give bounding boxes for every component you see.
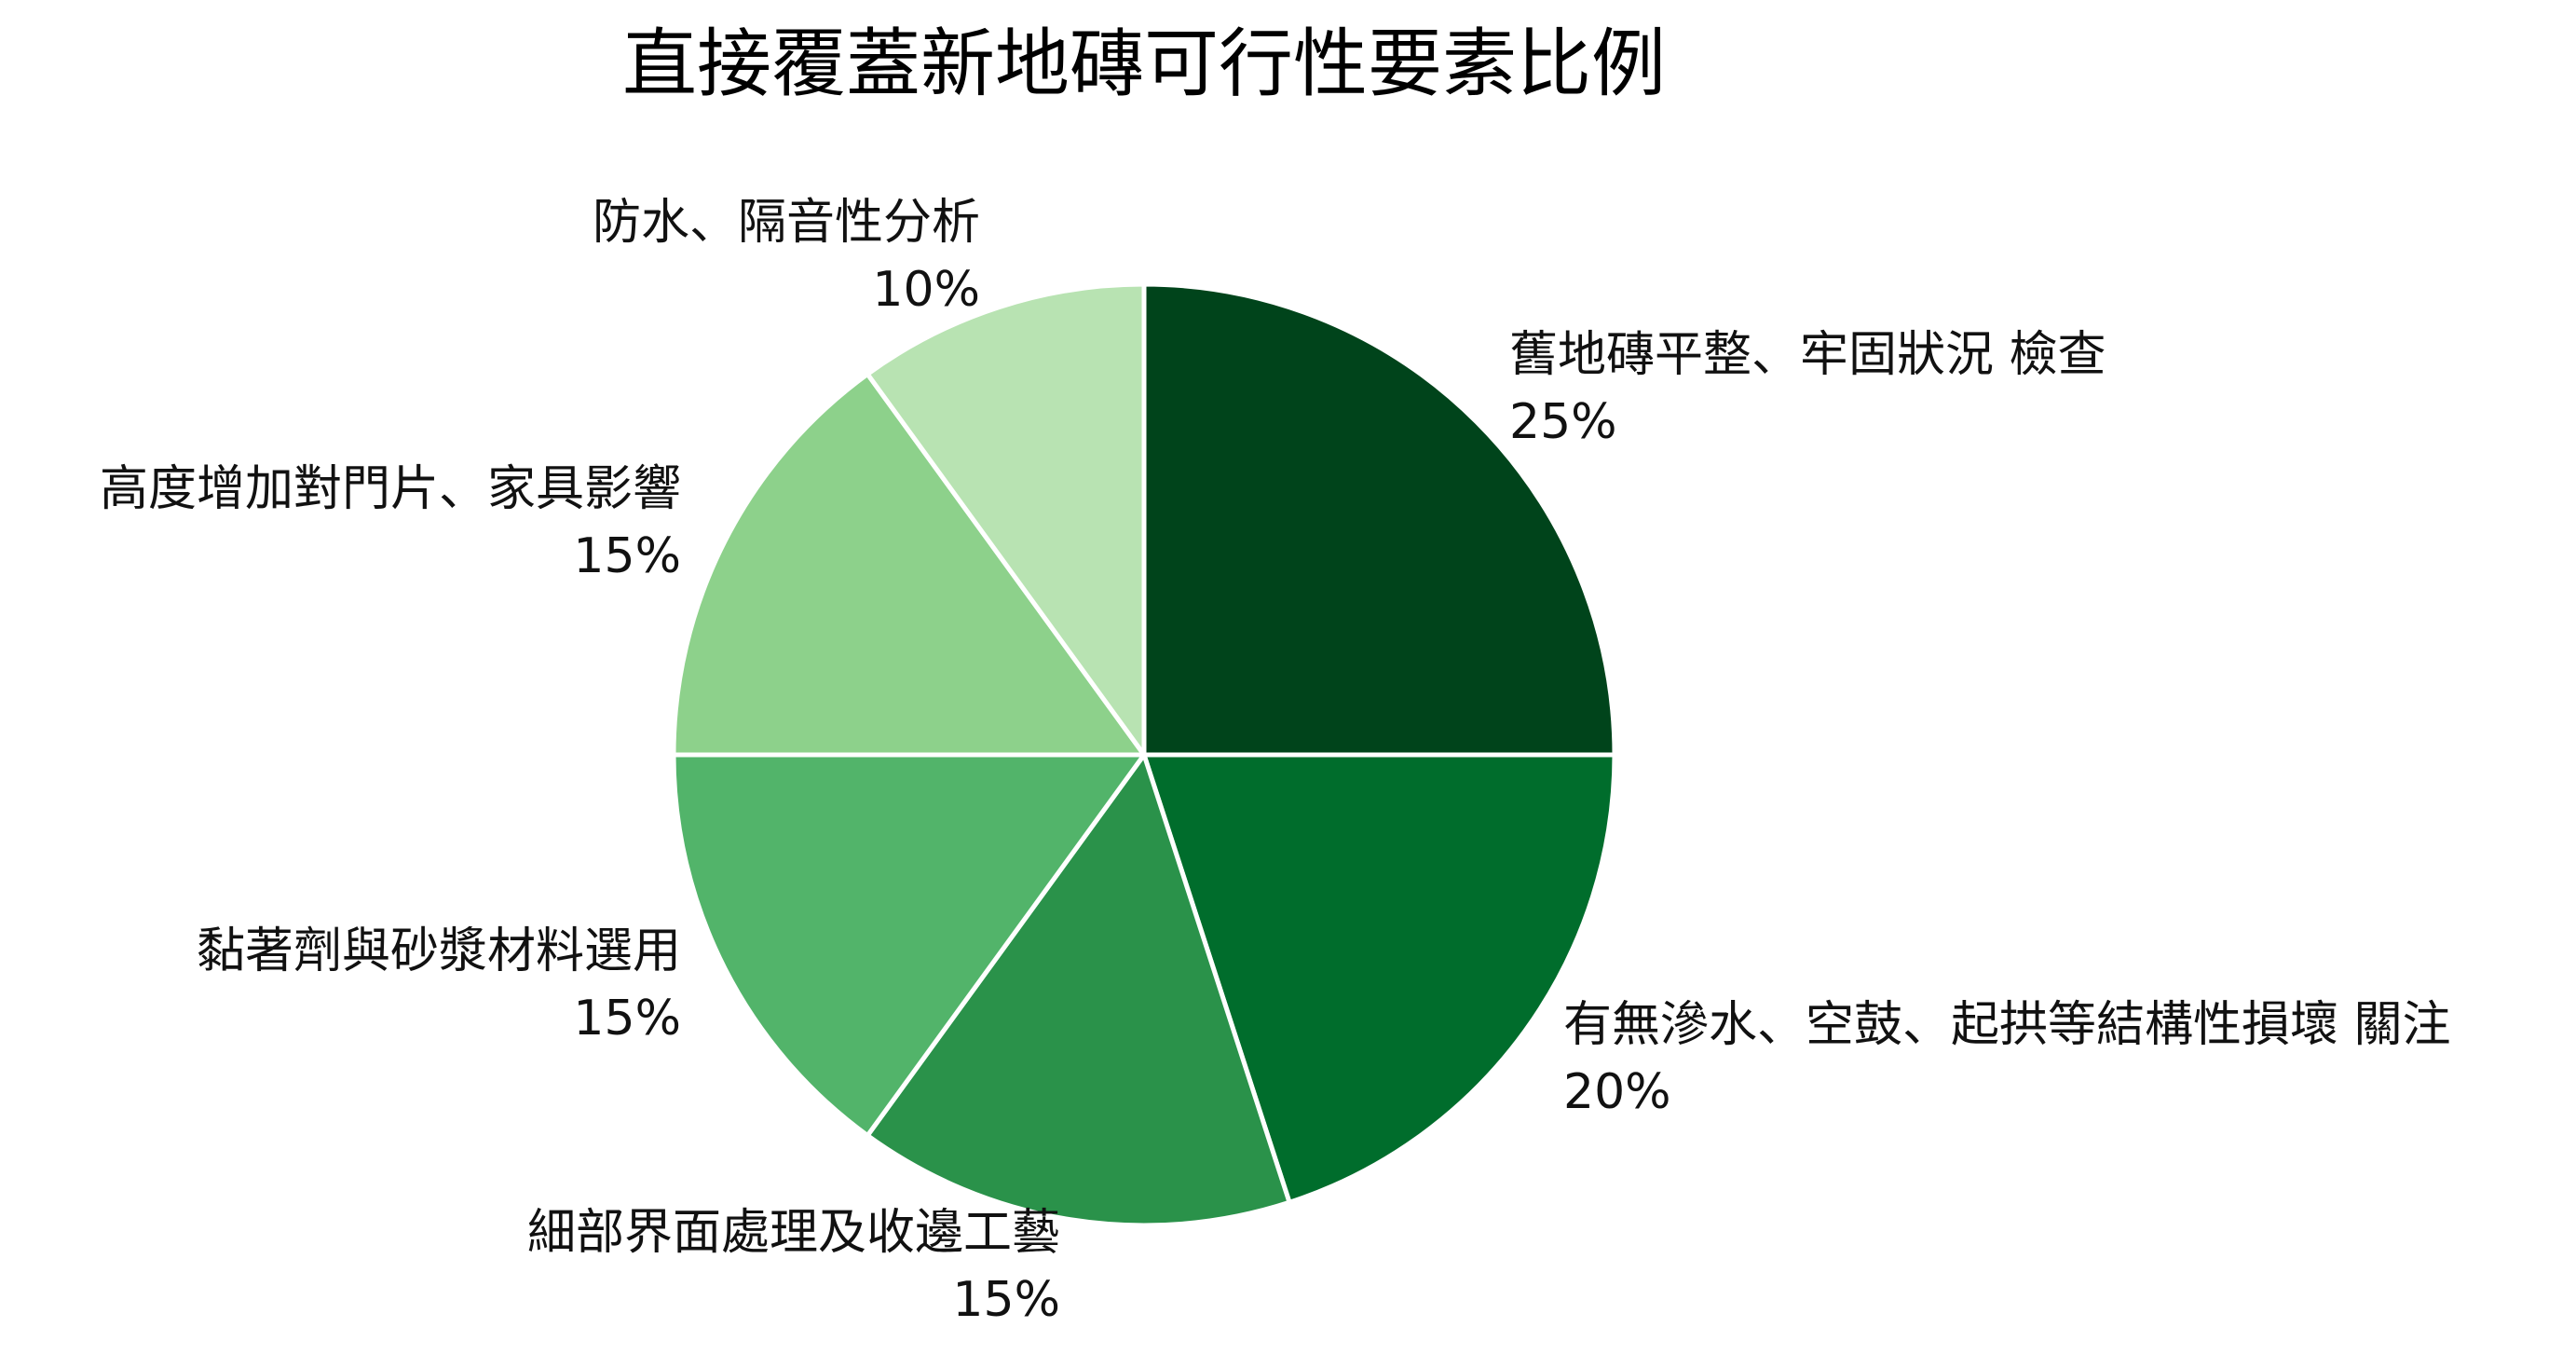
- slice-label: 防水、隔音性分析: [593, 195, 980, 251]
- slice-label: 有無滲水、空鼓、起拱等結構性損壞 關注: [1563, 997, 2451, 1053]
- chart-title: 直接覆蓋新地磚可行性要素比例: [622, 21, 1666, 107]
- slice-label: 舊地磚平整、牢固狀況 檢查: [1509, 327, 2106, 383]
- slice-percent-label: 10%: [872, 262, 980, 318]
- pie-slice: [671, 370, 1149, 758]
- pie-slice: [671, 752, 1149, 1140]
- pie-slice: [864, 281, 1147, 762]
- slice-percent-label: 20%: [1563, 1064, 1671, 1120]
- slice-label: 高度增加對門片、家具影響: [100, 461, 681, 517]
- slice-label: 黏著劑與砂漿材料選用: [197, 923, 681, 979]
- pie-labels: 舊地磚平整、牢固狀況 檢查 25% 有無滲水、空鼓、起拱等結構性損壞 關注 20% 細部…: [100, 195, 2451, 1328]
- slice-percent-label: 25%: [1509, 394, 1617, 450]
- pie-slice: [1141, 281, 1617, 758]
- slice-label: 細部界面處理及收邊工藝: [527, 1205, 1060, 1261]
- slice-percent-label: 15%: [573, 991, 681, 1047]
- pie-slice: [1140, 752, 1617, 1206]
- slice-percent-label: 15%: [573, 528, 681, 584]
- slice-percent-label: 15%: [952, 1272, 1060, 1328]
- pie-slices: [671, 281, 1617, 1228]
- pie-slice: [864, 749, 1293, 1228]
